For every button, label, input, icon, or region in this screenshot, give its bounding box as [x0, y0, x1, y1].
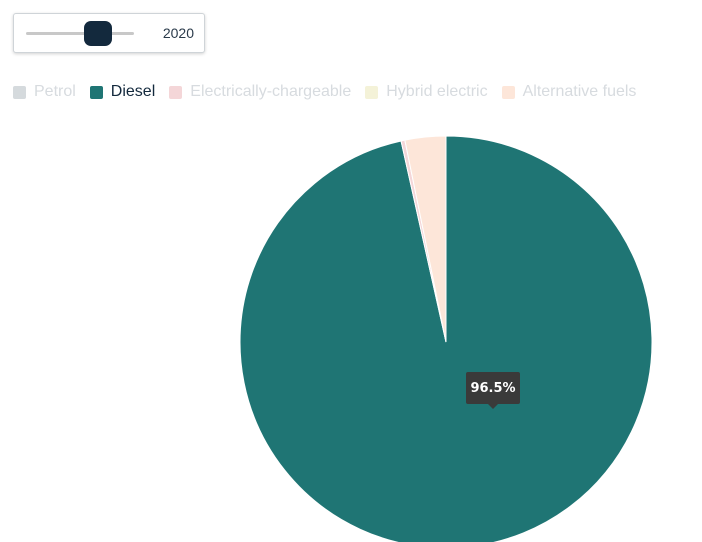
value-tooltip: 96.5%: [466, 372, 520, 409]
legend-item-hybrid-electric[interactable]: Hybrid electric: [365, 83, 488, 101]
legend-label: Diesel: [110, 83, 156, 100]
pie-slice-alternative-fuels[interactable]: [404, 135, 447, 343]
legend-swatch: [501, 85, 515, 99]
legend-swatch: [13, 85, 26, 99]
year-selector[interactable]: 2020: [13, 13, 205, 53]
legend-swatch: [89, 85, 103, 99]
legend-item-alternative-fuels[interactable]: Alternative fuels: [501, 83, 637, 101]
year-slider-thumb[interactable]: [84, 21, 113, 46]
legend-label: Petrol: [34, 83, 76, 100]
legend-item-petrol[interactable]: Petrol: [13, 83, 76, 101]
legend-label: Alternative fuels: [522, 83, 637, 100]
legend-label: Electrically-chargeable: [190, 83, 352, 100]
legend-label: Hybrid electric: [386, 83, 488, 100]
year-value: 2020: [162, 25, 194, 41]
year-slider-track[interactable]: [26, 32, 134, 35]
chart-legend: Petrol Diesel Electrically-chargeable Hybri…: [13, 82, 650, 102]
legend-swatch: [365, 85, 379, 99]
legend-item-electrically-chargeable[interactable]: Electrically-chargeable: [169, 83, 351, 101]
legend-item-diesel[interactable]: Diesel: [89, 83, 156, 101]
tooltip-text: 96.5%: [470, 380, 516, 396]
legend-swatch: [169, 85, 183, 99]
